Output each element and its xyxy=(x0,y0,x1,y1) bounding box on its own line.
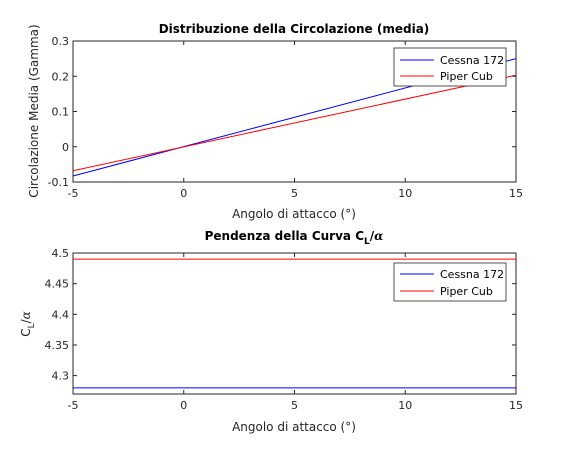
x-tick-label: -5 xyxy=(68,187,79,200)
subplot-2-xlabel: Angolo di attacco (°) xyxy=(232,420,356,434)
y-tick-label: 4.5 xyxy=(52,247,70,260)
subplot-2-ticks: -5 0 5 10 15 4.3 4.35 4.4 4.45 4.5 xyxy=(45,247,524,412)
y-tick-label: 4.45 xyxy=(45,278,70,291)
x-tick-label: 10 xyxy=(398,399,412,412)
legend-label-cessna: Cessna 172 xyxy=(440,268,504,281)
y-tick-label: 4.4 xyxy=(52,308,70,321)
x-tick-label: 15 xyxy=(509,399,523,412)
subplot-2-ylabel: CL/α xyxy=(19,311,37,337)
series-line-piper-cub xyxy=(72,74,517,172)
legend-label-piper: Piper Cub xyxy=(440,70,493,83)
legend-label-cessna: Cessna 172 xyxy=(440,54,504,67)
y-tick-label: 0.1 xyxy=(52,106,70,119)
y-tick-label: 0 xyxy=(62,141,69,154)
subplot-2-series xyxy=(73,258,516,389)
subplot-2-legend: Cessna 172 Piper Cub xyxy=(393,262,507,302)
x-tick-label: 0 xyxy=(180,187,187,200)
y-tick-label: 4.35 xyxy=(45,339,70,352)
subplot-1-title: Distribuzione della Circolazione (media) xyxy=(159,22,430,36)
y-tick-label: 4.3 xyxy=(52,370,70,383)
x-tick-label: 10 xyxy=(398,187,412,200)
subplot-1-xlabel: Angolo di attacco (°) xyxy=(232,207,356,221)
subplot-circulation: Distribuzione della Circolazione (media)… xyxy=(27,22,523,221)
subplot-slope: Pendenza della Curva CL/α -5 0 5 10 15 4.3 4.3… xyxy=(19,229,523,434)
y-tick-label: 0.3 xyxy=(52,35,70,48)
subplot-1-legend: Cessna 172 Piper Cub xyxy=(393,47,507,87)
legend-box xyxy=(393,47,507,87)
subplot-2-title: Pendenza della Curva CL/α xyxy=(205,229,384,247)
legend-box xyxy=(393,262,507,302)
y-tick-label: 0.2 xyxy=(52,70,70,83)
x-tick-label: 5 xyxy=(291,187,298,200)
x-tick-label: 15 xyxy=(509,187,523,200)
x-tick-label: 0 xyxy=(180,399,187,412)
subplot-1-ticks: -5 0 5 10 15 -0.1 0 0.1 0.2 0.3 xyxy=(48,35,523,200)
y-tick-label: -0.1 xyxy=(48,176,69,189)
x-tick-label: -5 xyxy=(68,399,79,412)
subplot-1-ylabel: Circolazione Media (Gamma) xyxy=(27,24,41,197)
x-tick-label: 5 xyxy=(291,399,298,412)
legend-label-piper: Piper Cub xyxy=(440,285,493,298)
